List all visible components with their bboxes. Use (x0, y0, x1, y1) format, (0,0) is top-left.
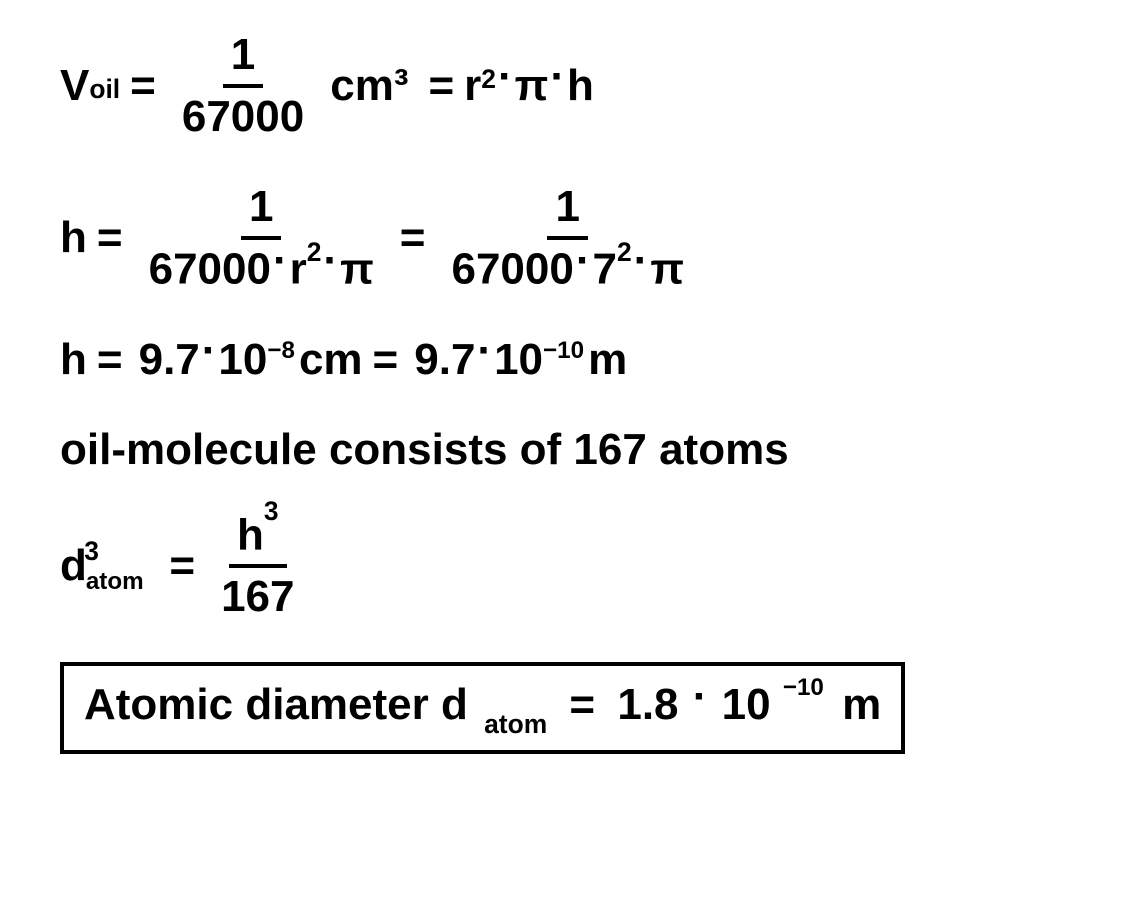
datom-lhs: d 3 atom (60, 541, 159, 591)
exp-neg10: −10 (543, 337, 584, 365)
var-r: r (464, 61, 481, 111)
den-7-sup: 2 (617, 237, 632, 267)
sup-2: 2 (481, 64, 496, 95)
den-7: 7 (592, 245, 616, 294)
frac3-num: 1 (547, 182, 587, 240)
den-67000b: 67000 (451, 245, 573, 294)
equation-h2: h = 9.7 · 10 −8 cm = 9.7 · 10 −10 m (60, 335, 1071, 385)
fraction-3: 1 67000·72·π (443, 182, 692, 295)
equation-datom: d 3 atom = h3 167 (60, 510, 1071, 623)
cdot-6: · (634, 236, 649, 285)
fraction-1: 1 67000 (174, 30, 312, 142)
equals-7: = (169, 541, 195, 591)
equals-8: = (569, 680, 595, 729)
box-label: Atomic diameter d (84, 680, 468, 729)
cdot-7: · (202, 326, 217, 376)
cdot-9: · (693, 672, 708, 721)
frac4-den: 167 (213, 568, 302, 622)
exp-neg8: −8 (267, 337, 295, 365)
cdot-1: · (498, 52, 513, 102)
equals-5: = (97, 335, 123, 385)
d-sub-atom: atom (86, 568, 144, 596)
unit-cm3: cm³ (330, 61, 408, 111)
frac4-num: h3 (229, 510, 287, 569)
unit-m1: m (588, 335, 627, 385)
cdot-8: · (477, 326, 492, 376)
box-exp: −10 (783, 674, 824, 701)
var-h: h (567, 61, 594, 111)
sub-oil: oil (89, 74, 120, 105)
den-r: r (290, 245, 307, 294)
unit-cm: cm (299, 335, 363, 385)
cdot-4: · (323, 236, 338, 285)
equals-3: = (97, 213, 123, 263)
frac3-den: 67000·72·π (443, 240, 692, 295)
frac1-den: 67000 (174, 88, 312, 142)
equals-1: = (130, 61, 156, 111)
cdot-5: · (576, 236, 591, 285)
equals-6: = (373, 335, 399, 385)
num-h-sup: 3 (264, 496, 279, 526)
fraction-4: h3 167 (213, 510, 302, 623)
den-pi-2: π (650, 245, 684, 294)
base10b: 10 (494, 335, 543, 385)
var-h3: h (60, 335, 87, 385)
equals-4: = (400, 213, 426, 263)
result-box: Atomic diameter d atom = 1.8 · 10 −10 m (60, 662, 905, 754)
box-sub: atom (484, 709, 547, 739)
cdot-2: · (550, 52, 565, 102)
den-r-sup: 2 (307, 237, 322, 267)
fraction-2: 1 67000·r2·π (141, 182, 382, 295)
box-base10: 10 (722, 680, 771, 729)
var-v: V (60, 61, 89, 111)
d-sup3: 3 (84, 536, 99, 567)
frac2-den: 67000·r2·π (141, 240, 382, 295)
var-d: d (60, 541, 87, 591)
val-97b: 9.7 (414, 335, 475, 385)
equals-2: = (428, 61, 454, 111)
box-unit: m (842, 680, 881, 729)
base10a: 10 (218, 335, 267, 385)
frac2-num: 1 (241, 182, 281, 240)
box-val: 1.8 (617, 680, 678, 729)
equation-voil: V oil = 1 67000 cm³ = r 2 · π · h (60, 30, 1071, 142)
cdot-3: · (273, 236, 288, 285)
pi-1: π (515, 61, 549, 111)
text-atoms: oil-molecule consists of 167 atoms (60, 425, 1071, 475)
equation-h1: h = 1 67000·r2·π = 1 67000·72·π (60, 182, 1071, 295)
frac1-num: 1 (223, 30, 263, 88)
den-67000: 67000 (149, 245, 271, 294)
val-97a: 9.7 (139, 335, 200, 385)
num-h: h (237, 510, 264, 559)
den-pi-1: π (340, 245, 374, 294)
var-h2: h (60, 213, 87, 263)
